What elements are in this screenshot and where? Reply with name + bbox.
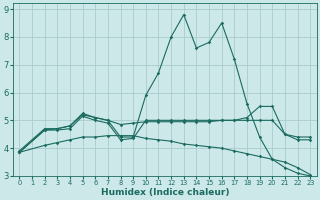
X-axis label: Humidex (Indice chaleur): Humidex (Indice chaleur) (100, 188, 229, 197)
